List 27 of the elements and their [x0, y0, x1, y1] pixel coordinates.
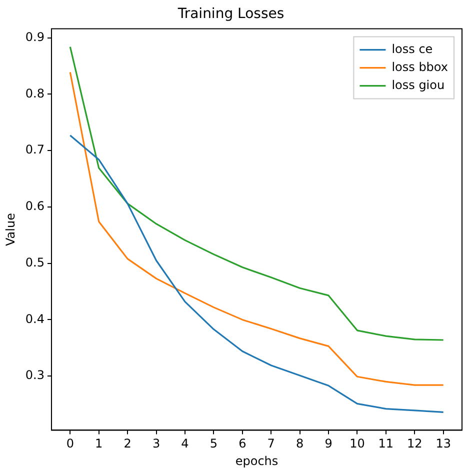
x-tick-label: 7: [267, 436, 275, 451]
x-tick-label: 8: [296, 436, 304, 451]
chart-title: Training Losses: [176, 6, 284, 22]
x-tick-label: 12: [406, 436, 422, 451]
y-tick-label: 0.4: [25, 312, 44, 326]
x-tick-label: 0: [66, 436, 74, 451]
x-tick-label: 9: [324, 436, 332, 451]
x-tick-label: 11: [378, 436, 394, 451]
y-tick-label: 0.6: [25, 199, 44, 214]
x-tick-label: 1: [95, 436, 103, 451]
x-tick-label: 3: [152, 436, 160, 451]
legend-label: loss giou: [392, 78, 445, 92]
y-tick-label: 0.3: [25, 368, 44, 382]
x-axis-title: epochs: [235, 454, 278, 468]
y-tick-label: 0.8: [25, 86, 44, 100]
y-axis-title: Value: [3, 213, 18, 246]
legend-label: loss ce: [392, 42, 433, 56]
x-tick-label: 5: [210, 436, 218, 451]
x-tick-label: 2: [124, 436, 132, 451]
x-tick-label: 10: [350, 436, 365, 451]
y-tick-label: 0.5: [25, 255, 44, 270]
y-tick-label: 0.9: [25, 30, 44, 44]
x-tick-label: 13: [436, 436, 451, 451]
x-tick-label: 4: [181, 436, 189, 451]
x-tick-label: 6: [238, 436, 246, 451]
y-tick-label: 0.7: [25, 142, 44, 157]
legend-label: loss bbox: [392, 60, 448, 74]
